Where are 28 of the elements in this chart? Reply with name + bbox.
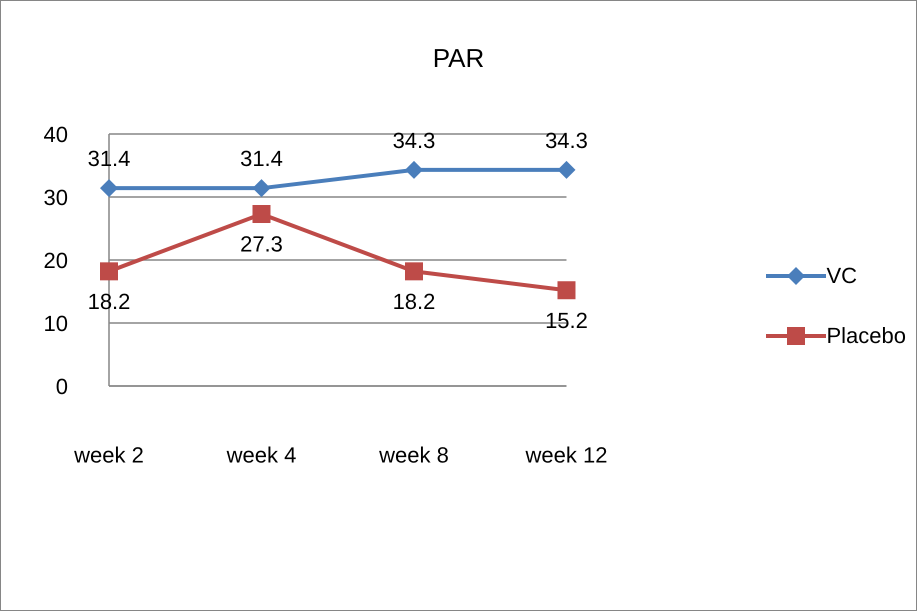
y-tick-label: 30 <box>44 184 68 210</box>
legend-label: VC <box>826 262 858 288</box>
point <box>557 160 576 179</box>
data-label: 34.3 <box>392 128 436 153</box>
legend-label: Placebo <box>826 322 906 348</box>
y-tick-label: 0 <box>56 374 68 399</box>
chart-title: PAR <box>432 43 486 74</box>
data-label: 15.2 <box>545 308 588 333</box>
point <box>100 262 118 280</box>
data-label: 31.4 <box>240 146 283 172</box>
point <box>252 179 270 198</box>
data-label: 18.2 <box>392 288 436 314</box>
data-label: 18.2 <box>88 288 130 314</box>
y-tick-label: 40 <box>44 122 68 147</box>
y-tick-label: 20 <box>44 248 68 273</box>
x-tick-label: week 12 <box>524 442 608 468</box>
data-label: 27.3 <box>240 232 283 257</box>
point <box>252 205 270 224</box>
point <box>100 179 118 198</box>
data-label: 31.4 <box>88 146 130 172</box>
data-label: 34.3 <box>545 128 588 153</box>
point <box>557 281 576 300</box>
point <box>404 262 423 280</box>
y-tick-label: 10 <box>44 310 68 336</box>
x-tick-label: week 4 <box>226 442 296 468</box>
point <box>404 160 423 179</box>
x-tick-label: week 8 <box>378 442 449 468</box>
x-tick-label: week 2 <box>73 442 144 468</box>
